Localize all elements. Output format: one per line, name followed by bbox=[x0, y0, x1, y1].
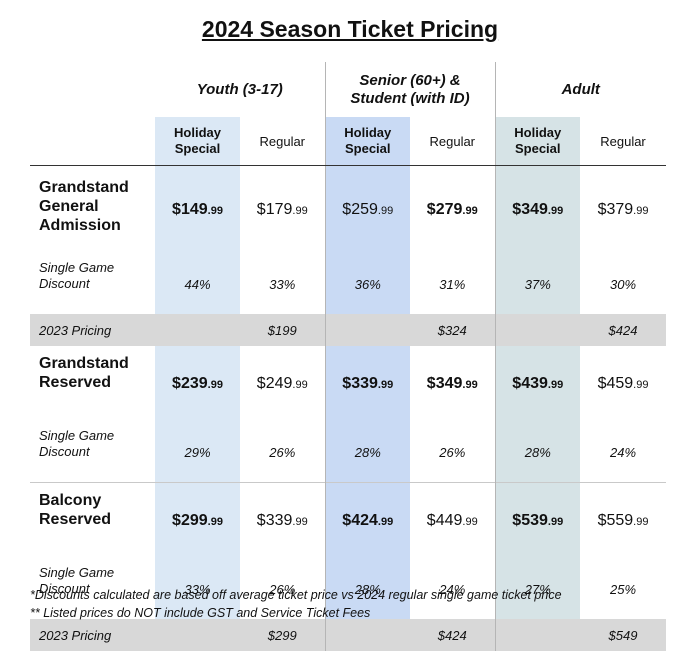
row-label-reserved: Grandstand Reserved bbox=[39, 355, 129, 391]
reserved-price-row: Grandstand Reserved $239.99 $249.99 $339… bbox=[30, 346, 666, 422]
discount-cell: 27% bbox=[494, 559, 580, 619]
discount-cell: 30% bbox=[609, 276, 637, 292]
prior-price-cell: $424 bbox=[580, 314, 667, 346]
footnotes: *Discounts calculated are based off aver… bbox=[30, 586, 562, 622]
youth-holiday-header: Holiday Special bbox=[155, 117, 240, 166]
price-cell: $349.99 bbox=[426, 375, 478, 392]
discount-cell: 24% bbox=[439, 581, 466, 597]
senior-holiday-header: Holiday Special bbox=[324, 117, 410, 166]
discount-cell: 24% bbox=[609, 444, 637, 460]
discount-cell: 33% bbox=[269, 276, 296, 292]
price-cell: $279.99 bbox=[426, 201, 478, 218]
footnote-discounts: *Discounts calculated are based off aver… bbox=[30, 588, 562, 602]
adult-holiday-header: Holiday Special bbox=[494, 117, 580, 166]
youth-regular-header: Regular bbox=[240, 117, 325, 166]
empty-cell bbox=[324, 619, 410, 651]
discount-cell: 44% bbox=[155, 254, 240, 314]
discount-cell: 25% bbox=[609, 581, 637, 597]
corner-cell bbox=[30, 62, 155, 117]
row-label-balcony: Balcony Reserved bbox=[30, 482, 155, 559]
ga-discount-row: Single Game Discount 44% 33% 36% 31% 37%… bbox=[30, 254, 666, 314]
prior-pricing-label: 2023 Pricing bbox=[30, 314, 155, 346]
balcony-price-row: Balcony Reserved $299.99 $339.99 $424.99… bbox=[30, 482, 667, 559]
prior-pricing-row: 2023 Pricing $199 $324 $424 bbox=[30, 314, 667, 346]
empty-cell bbox=[324, 314, 410, 346]
ga-price-row: Grandstand General Admission $149.99 $17… bbox=[30, 165, 666, 254]
discount-label: Single Game Discount bbox=[39, 260, 115, 291]
empty-cell bbox=[494, 619, 580, 651]
corner-cell bbox=[30, 117, 155, 166]
price-cell: $459.99 bbox=[597, 375, 649, 392]
row-label-ga: Grandstand General Admission bbox=[39, 179, 129, 234]
prior-price-cell: $199 bbox=[240, 314, 325, 346]
price-cell: $379.99 bbox=[597, 201, 649, 218]
prior-pricing-label: 2023 Pricing bbox=[30, 619, 155, 651]
empty-cell bbox=[494, 314, 580, 346]
sub-header-row: Holiday Special Regular Holiday Special … bbox=[30, 117, 667, 166]
discount-cell: 31% bbox=[439, 276, 466, 292]
discount-cell: 37% bbox=[494, 254, 580, 314]
price-cell: $339.99 bbox=[240, 482, 325, 559]
empty-cell bbox=[155, 619, 240, 651]
price-cell: $449.99 bbox=[410, 482, 495, 559]
reserved-discount-row: Single Game Discount 29% 26% 28% 26% 28%… bbox=[30, 422, 666, 483]
discount-cell: 26% bbox=[269, 444, 296, 460]
discount-cell: 33% bbox=[155, 559, 240, 619]
prior-price-cell: $549 bbox=[580, 619, 667, 651]
group-header-row: Youth (3-17) Senior (60+) & Student (wit… bbox=[30, 62, 667, 117]
discount-cell: 29% bbox=[155, 422, 240, 483]
footnote-fees: ** Listed prices do NOT include GST and … bbox=[30, 606, 371, 620]
discount-label: Single Game Discount bbox=[39, 428, 115, 459]
price-cell: $259.99 bbox=[324, 165, 410, 254]
price-cell: $299.99 bbox=[155, 482, 240, 559]
discount-cell: 28% bbox=[494, 422, 580, 483]
balcony-discount-row: Single Game Discount 33% 26% 28% 24% 27%… bbox=[30, 559, 666, 619]
prior-price-cell: $424 bbox=[410, 619, 495, 651]
price-cell: $439.99 bbox=[494, 346, 580, 422]
price-cell: $539.99 bbox=[494, 482, 580, 559]
price-cell: $239.99 bbox=[155, 346, 240, 422]
price-cell: $349.99 bbox=[494, 165, 580, 254]
discount-cell: 36% bbox=[324, 254, 410, 314]
price-cell: $559.99 bbox=[580, 482, 667, 559]
page-title: 2024 Season Ticket Pricing bbox=[201, 16, 499, 42]
group-senior-student: Senior (60+) & Student (with ID) bbox=[324, 62, 495, 117]
prior-price-cell: $324 bbox=[410, 314, 495, 346]
discount-cell: 28% bbox=[324, 422, 410, 483]
prior-price-cell: $299 bbox=[240, 619, 325, 651]
group-youth: Youth (3-17) bbox=[196, 80, 283, 98]
adult-regular-header: Regular bbox=[580, 117, 667, 166]
discount-label: Single Game Discount bbox=[39, 565, 115, 596]
senior-regular-header: Regular bbox=[410, 117, 495, 166]
price-cell: $339.99 bbox=[324, 346, 410, 422]
group-adult: Adult bbox=[494, 62, 667, 117]
pricing-table: Youth (3-17) Senior (60+) & Student (wit… bbox=[30, 62, 667, 651]
prior-pricing-row: 2023 Pricing $299 $424 $549 bbox=[30, 619, 667, 651]
price-cell: $149.99 bbox=[155, 165, 240, 254]
price-cell: $179.99 bbox=[256, 201, 308, 218]
empty-cell bbox=[155, 314, 240, 346]
price-cell: $424.99 bbox=[324, 482, 410, 559]
discount-cell: 26% bbox=[269, 581, 296, 597]
price-cell: $249.99 bbox=[256, 375, 308, 392]
discount-cell: 28% bbox=[324, 559, 410, 619]
discount-cell: 26% bbox=[439, 444, 466, 460]
